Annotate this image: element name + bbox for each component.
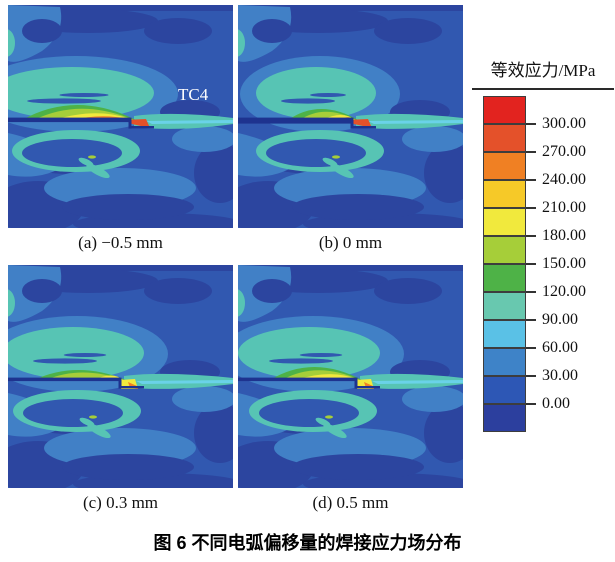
panel-caption-c: (c) 0.3 mm — [82, 493, 159, 512]
legend-tick-label: 270.00 — [542, 143, 586, 160]
legend-color-segment — [483, 404, 526, 432]
contour-plot-c — [8, 265, 233, 488]
figure-caption: 图 6 不同电弧偏移量的焊接应力场分布 — [153, 533, 462, 553]
legend-tick-label: 30.00 — [542, 367, 578, 384]
legend-color-segment — [483, 208, 526, 236]
legend-tick-label: 0.00 — [542, 395, 570, 412]
panel-caption-d: (d) 0.5 mm — [312, 493, 389, 512]
legend-tick-label: 150.00 — [542, 255, 586, 272]
panel-caption-b: (b) 0 mm — [318, 233, 383, 252]
stress-contour-panel-b: (b) 0 mm — [238, 5, 463, 253]
legend-divider — [472, 88, 614, 90]
legend-tick-label: 300.00 — [542, 115, 586, 132]
legend-tick-mark — [526, 179, 536, 181]
legend-tick-mark — [526, 263, 536, 265]
legend-tick-label: 120.00 — [542, 283, 586, 300]
legend-tick-label: 180.00 — [542, 227, 586, 244]
legend-tick-label: 90.00 — [542, 311, 578, 328]
legend-color-segment — [483, 180, 526, 208]
legend-tick-mark — [526, 235, 536, 237]
legend-tick-mark — [526, 291, 536, 293]
stress-contour-panel-d: (d) 0.5 mm — [238, 265, 463, 513]
material-annotation: TC4 — [178, 85, 209, 104]
legend-tick-mark — [526, 347, 536, 349]
contour-plot-b — [238, 5, 463, 228]
stress-contour-panel-a: TC4 (a) −0.5 mm — [8, 5, 233, 253]
legend-tick-mark — [526, 123, 536, 125]
legend-tick-mark — [526, 207, 536, 209]
legend-color-segment — [483, 264, 526, 292]
stress-contour-panel-c: (c) 0.3 mm — [8, 265, 233, 513]
legend-tick-mark — [526, 403, 536, 405]
contour-plot-a: TC4 — [8, 5, 233, 228]
legend-color-segment — [483, 96, 526, 124]
legend-color-segment — [483, 348, 526, 376]
legend-colorbar: 300.00 270.00 240.00 210.00 180.00 150.00 120.… — [472, 96, 614, 446]
legend-color-segment — [483, 292, 526, 320]
legend-color-segment — [483, 320, 526, 348]
legend-tick-mark — [526, 375, 536, 377]
legend-tick-label: 210.00 — [542, 199, 586, 216]
legend-color-segment — [483, 236, 526, 264]
legend-color-segment — [483, 124, 526, 152]
panel-caption-a: (a) −0.5 mm — [78, 233, 163, 252]
legend-tick-label: 60.00 — [542, 339, 578, 356]
legend-tick-mark — [526, 151, 536, 153]
legend-tick-mark — [526, 319, 536, 321]
contour-plot-d — [238, 265, 463, 488]
legend-color-segment — [483, 376, 526, 404]
legend-title: 等效应力/MPa — [490, 61, 596, 80]
color-scale-legend: 等效应力/MPa 300.00 270.00 240.00 210.00 180.00 1… — [472, 56, 614, 446]
legend-tick-label: 240.00 — [542, 171, 586, 188]
legend-color-segment — [483, 152, 526, 180]
